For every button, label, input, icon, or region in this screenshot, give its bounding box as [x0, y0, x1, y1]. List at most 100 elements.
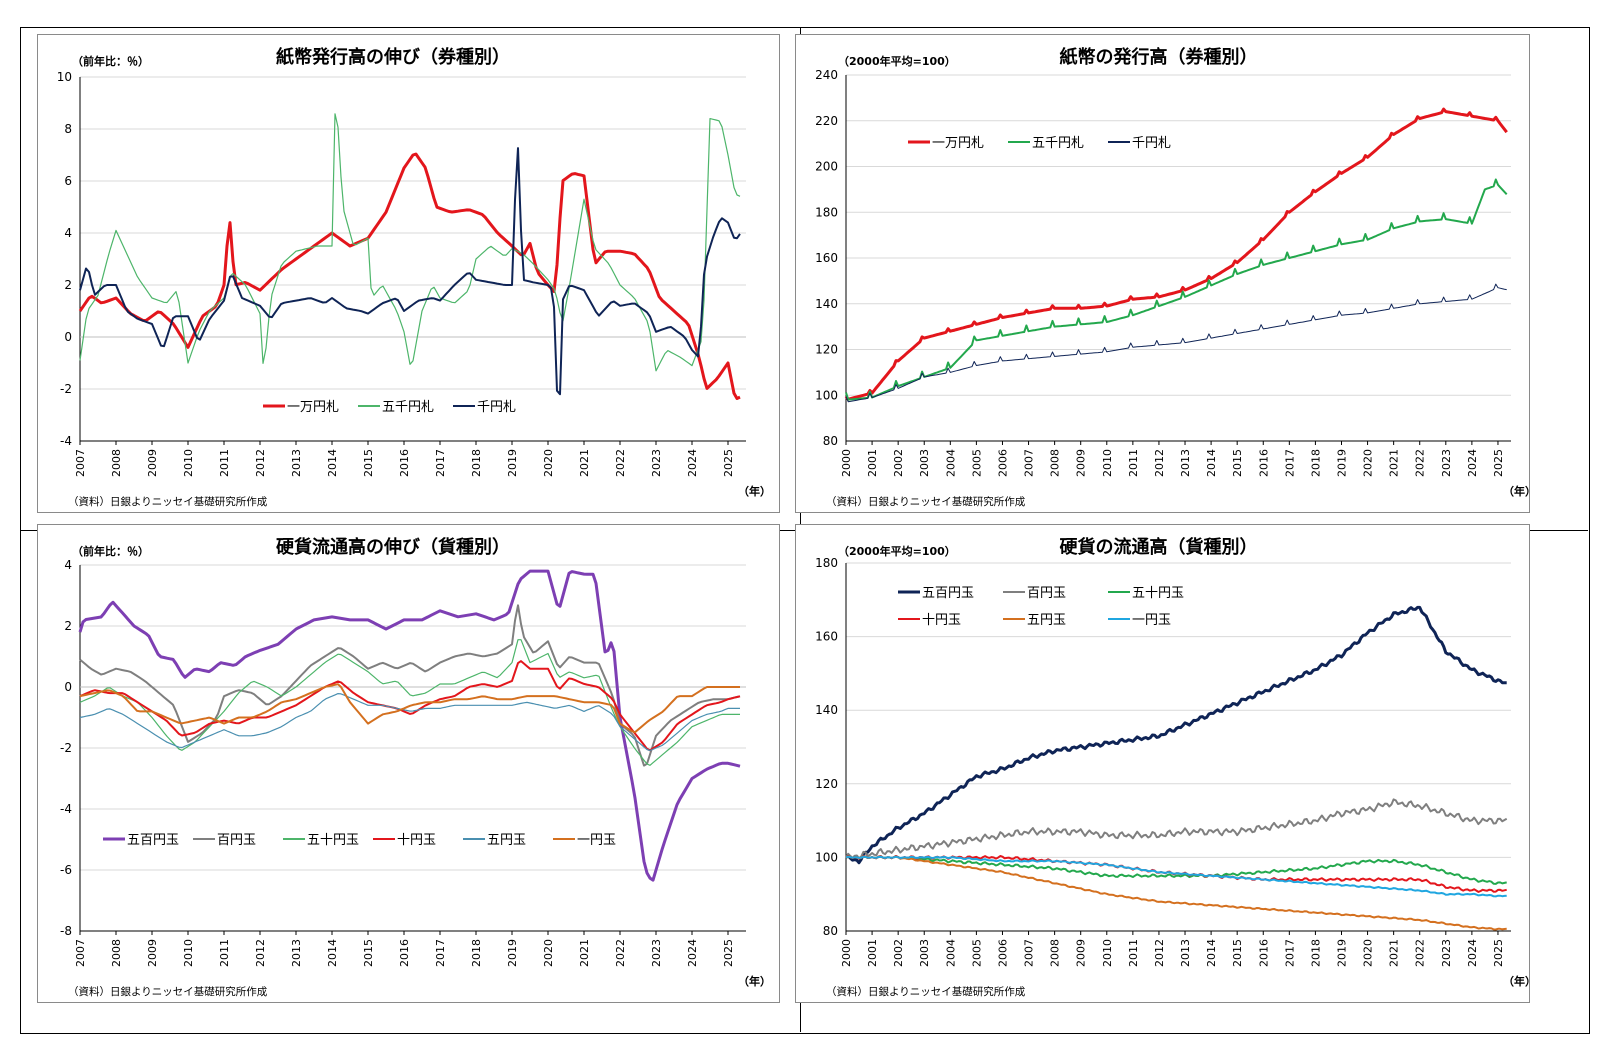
legend-label: 一万円札: [287, 400, 339, 415]
y-tick-label: 220: [815, 114, 838, 128]
chart-panel-banknote-growth: 紙幣発行高の伸び（券種別） （前年比：％） -4 -2 0 2 4 6 8 10 2007 2008 2…: [37, 34, 780, 513]
source-note: （資料）日銀よりニッセイ基礎研究所作成: [68, 985, 268, 998]
y-tick-label: 180: [815, 205, 838, 219]
x-tick-label: 2023: [1440, 449, 1453, 477]
y-tick-label: 100: [815, 388, 838, 402]
x-tick-label: 2014: [1205, 449, 1218, 477]
legend-label: 五円玉: [1027, 613, 1066, 628]
y-tick-label: 100: [815, 850, 838, 864]
y-axis-label: （2000年平均=100）: [838, 544, 956, 558]
y-tick-label: 120: [815, 777, 838, 791]
series-line-1: [845, 605, 1507, 865]
chart-title: 硬貨の流通高（貨種別）: [1060, 536, 1258, 558]
y-axis-label: （2000年平均=100）: [838, 54, 956, 68]
x-tick-label: 2003: [918, 939, 931, 967]
x-tick-label: 2022: [614, 449, 627, 477]
x-tick-label: 2020: [1362, 449, 1375, 477]
y-tick-label: -4: [60, 434, 72, 448]
series-line-3: [79, 639, 740, 766]
series-line-1: [78, 152, 741, 400]
x-tick-label: 2011: [1127, 449, 1140, 477]
x-tick-label: 2022: [1414, 939, 1427, 967]
x-tick-label: 2016: [1257, 449, 1270, 477]
x-tick-label: 2016: [398, 449, 411, 477]
x-tick-label: 2021: [1388, 449, 1401, 477]
x-tick-label: 2007: [74, 449, 87, 477]
x-tick-label: 2017: [1283, 939, 1296, 967]
x-tick-label: 2019: [1335, 449, 1348, 477]
source-note: （資料）日銀よりニッセイ基礎研究所作成: [826, 495, 1026, 508]
chart-coin-circulation: 硬貨の流通高（貨種別） （2000年平均=100） 80 100 120 140 160 18…: [815, 536, 1529, 998]
x-tick-label: 2004: [944, 449, 957, 477]
y-tick-label: -6: [60, 863, 72, 877]
x-tick-label: 2022: [614, 939, 627, 967]
series-line-6: [845, 855, 1507, 898]
legend-label: 五円玉: [487, 833, 526, 848]
x-tick-label: 2018: [470, 939, 483, 967]
x-tick-label: 2021: [1388, 939, 1401, 967]
x-tick-label: 2009: [1075, 449, 1088, 477]
x-tick-label: 2002: [892, 939, 905, 967]
legend-label: 五十円玉: [1132, 586, 1184, 601]
x-tick-label: 2004: [944, 939, 957, 967]
x-tick-label: 2014: [1205, 939, 1218, 967]
legend-label: 五千円札: [1032, 136, 1084, 151]
legend-label: 百円玉: [217, 833, 256, 848]
series-line-5: [79, 693, 740, 752]
x-tick-label: 2012: [254, 939, 267, 967]
series-line-1: [78, 569, 741, 882]
x-tick-label: 2015: [362, 449, 375, 477]
y-tick-label: 2: [64, 619, 72, 633]
x-tick-label: 2024: [686, 939, 699, 967]
x-tick-label: 2012: [1153, 449, 1166, 477]
x-tick-label: 2022: [1414, 449, 1427, 477]
x-tick-label: 2023: [650, 939, 663, 967]
legend-label: 一万円札: [932, 136, 984, 151]
y-tick-label: 10: [57, 70, 72, 84]
x-tick-label: 2017: [434, 449, 447, 477]
y-tick-label: 8: [64, 122, 72, 136]
x-tick-label: 2020: [542, 939, 555, 967]
legend-label: 十円玉: [922, 613, 961, 628]
x-tick-label: 2024: [1466, 449, 1479, 477]
legend-label: 五千円札: [382, 400, 434, 415]
x-tick-label: 2018: [1309, 939, 1322, 967]
x-tick-label: 2016: [398, 939, 411, 967]
x-tick-label: 2008: [110, 449, 123, 477]
x-tick-label: 2014: [326, 939, 339, 967]
y-tick-label: 160: [815, 630, 838, 644]
x-tick-label: 2010: [182, 939, 195, 967]
x-tick-label: 2008: [1049, 939, 1062, 967]
x-tick-label: 2019: [1335, 939, 1348, 967]
x-tick-label: 2001: [866, 939, 879, 967]
y-tick-label: 180: [815, 556, 838, 570]
x-tick-label: 2012: [254, 449, 267, 477]
x-tick-label: 2014: [326, 449, 339, 477]
x-tick-label: 2015: [362, 939, 375, 967]
legend-label: 五十円玉: [307, 833, 359, 848]
x-tick-label: 2023: [1440, 939, 1453, 967]
x-tick-label: 2010: [1101, 939, 1114, 967]
series-line-2: [845, 178, 1508, 401]
x-tick-label: 2007: [74, 939, 87, 967]
chart-panel-banknote-issuance: 紙幣の発行高（券種別） （2000年平均=100） 80 100 120 140 160 18…: [795, 34, 1530, 513]
series-line-1: [844, 107, 1508, 401]
x-tick-label: 2013: [290, 449, 303, 477]
x-tick-label: 2013: [1179, 449, 1192, 477]
y-axis-label: （前年比：％）: [72, 544, 149, 558]
y-tick-label: 2: [64, 278, 72, 292]
x-tick-label: 2019: [506, 939, 519, 967]
x-tick-label: 2009: [146, 939, 159, 967]
x-tick-label: 2012: [1153, 939, 1166, 967]
x-tick-label: 2015: [1231, 939, 1244, 967]
x-tick-label: 2024: [1466, 939, 1479, 967]
x-tick-label: 2021: [578, 939, 591, 967]
y-tick-label: 0: [64, 330, 72, 344]
series-line-2: [79, 604, 741, 767]
x-tick-label: 2013: [1179, 939, 1192, 967]
chart-title: 紙幣発行高の伸び（券種別）: [276, 46, 510, 68]
x-tick-label: 2008: [110, 939, 123, 967]
y-axis-label: （前年比：％）: [72, 54, 149, 68]
y-tick-label: -4: [60, 802, 72, 816]
x-tick-label: 2023: [650, 449, 663, 477]
